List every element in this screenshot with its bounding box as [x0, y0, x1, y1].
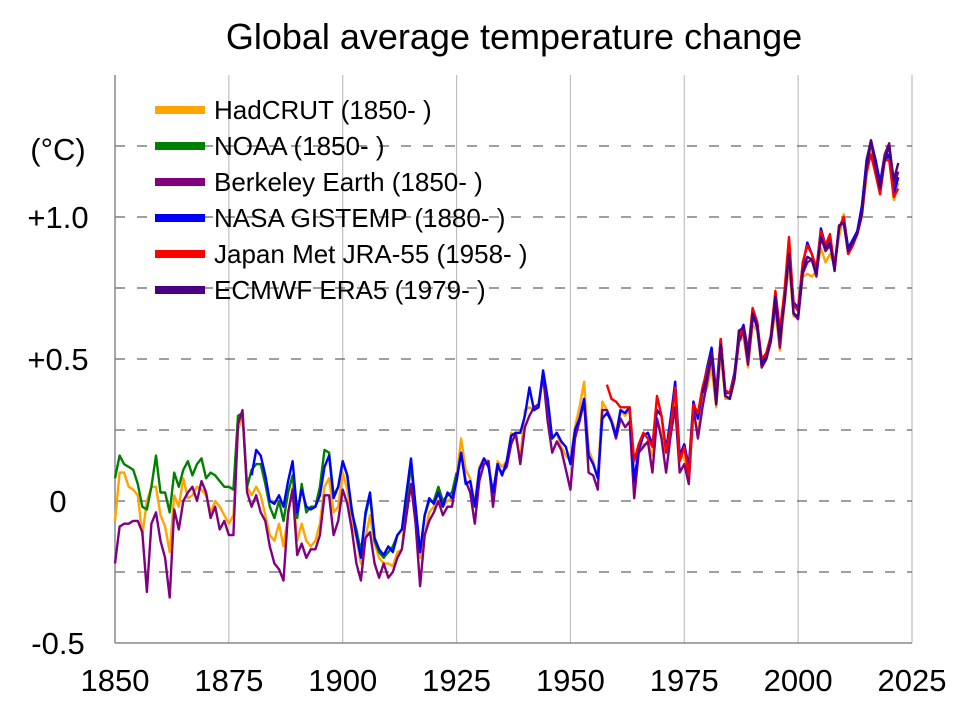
- grid: [115, 75, 913, 643]
- x-tick-label: 1950: [536, 663, 605, 698]
- y-tick-label: +1.0: [27, 200, 88, 235]
- legend-label: NASA GISTEMP (1880- ): [214, 203, 505, 233]
- x-tick-label: 2000: [764, 663, 833, 698]
- y-tick-label: 0: [49, 484, 66, 519]
- y-tick-label: -0.5: [31, 626, 84, 661]
- series-line: [605, 153, 900, 477]
- x-tick-label: 1900: [308, 663, 377, 698]
- x-tick-label: 1975: [650, 663, 719, 698]
- legend-label: ECMWF ERA5 (1979- ): [214, 275, 486, 305]
- legend-label: NOAA (1850- ): [214, 131, 385, 161]
- tick-labels: 1850 1875 1900 1925 1950 1975 2000 2025 -0.5 0 +0.…: [27, 200, 946, 698]
- legend-label: Japan Met JRA-55 (1958- ): [214, 239, 528, 269]
- x-tick-label: 1875: [194, 663, 263, 698]
- chart-title: Global average temperature change: [226, 16, 802, 57]
- legend: HadCRUT (1850- ) NOAA (1850- ) Berkeley Ea…: [155, 95, 528, 305]
- y-tick-label: +0.5: [27, 342, 88, 377]
- x-tick-label: 1850: [81, 663, 150, 698]
- axes: [114, 75, 912, 644]
- legend-label: Berkeley Earth (1850- ): [214, 167, 483, 197]
- y-axis-unit-label: (°C): [30, 132, 85, 167]
- series-lines: [113, 139, 900, 599]
- series-line: [701, 139, 900, 406]
- legend-label: HadCRUT (1850- ): [214, 95, 432, 125]
- x-tick-label: 2025: [878, 663, 947, 698]
- x-tick-label: 1925: [422, 663, 491, 698]
